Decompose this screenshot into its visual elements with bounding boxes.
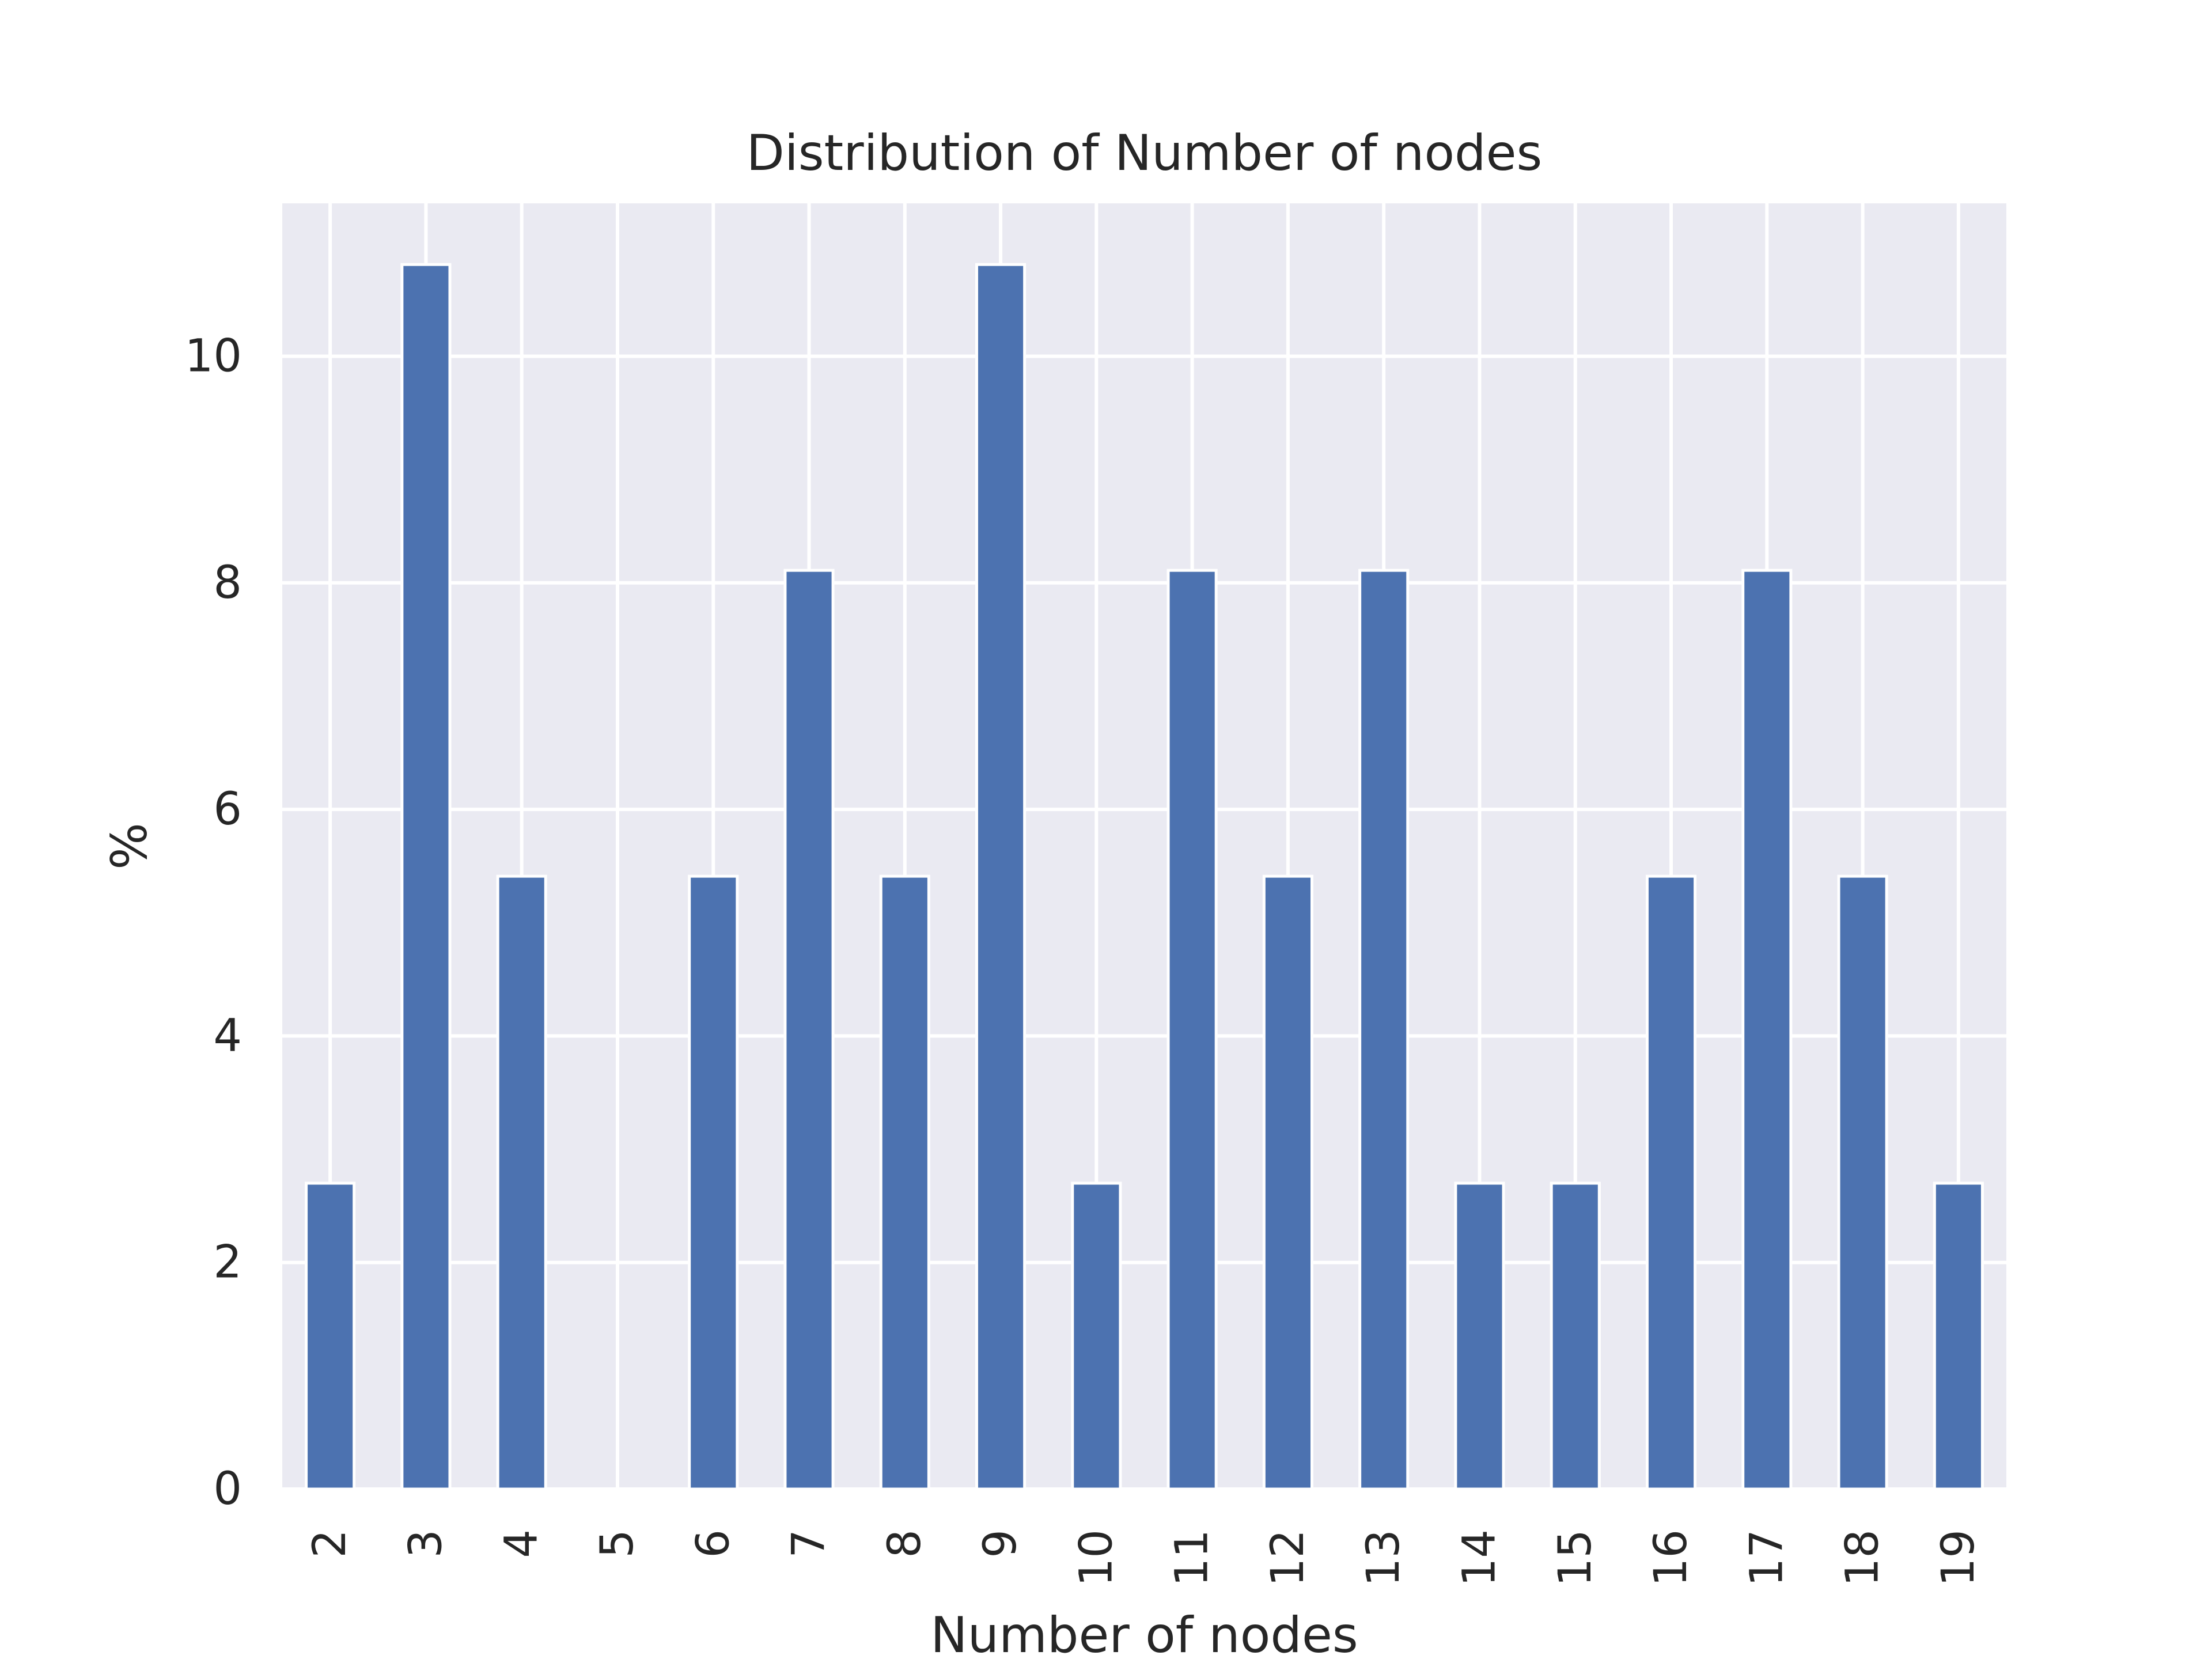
chart-title: Distribution of Number of nodes — [747, 124, 1543, 182]
x-axis-label: Number of nodes — [930, 1607, 1358, 1659]
bar-4 — [496, 874, 547, 1491]
y-tick-label: 2 — [213, 1237, 242, 1289]
x-tick-label: 10 — [1070, 1529, 1122, 1586]
y-tick-label: 0 — [213, 1463, 242, 1515]
y-tick-label: 6 — [213, 783, 242, 835]
bar-7 — [783, 569, 835, 1491]
bars — [305, 263, 1984, 1491]
bar-14 — [1454, 1181, 1505, 1491]
x-tick-label: 5 — [592, 1529, 643, 1558]
bar-19 — [1933, 1181, 1984, 1491]
x-tick-label: 3 — [400, 1529, 452, 1558]
y-tick-label: 8 — [213, 557, 242, 609]
bar-11 — [1166, 569, 1218, 1491]
plot-area — [282, 203, 2006, 1489]
y-axis-label: % — [101, 823, 158, 870]
bar-10 — [1071, 1181, 1122, 1491]
x-tick-label: 4 — [496, 1529, 548, 1558]
y-tick-labels: 0 2 4 6 8 10 — [185, 330, 242, 1515]
x-tick-label: 6 — [687, 1529, 739, 1558]
x-tick-label: 8 — [879, 1529, 931, 1558]
bar-15 — [1550, 1181, 1601, 1491]
x-tick-label: 19 — [1933, 1529, 1984, 1586]
x-tick-label: 2 — [304, 1529, 356, 1558]
x-tick-label: 12 — [1262, 1529, 1314, 1586]
y-tick-label: 10 — [185, 330, 242, 382]
bar-6 — [688, 874, 739, 1491]
bar-9 — [975, 263, 1027, 1491]
bar-2 — [305, 1181, 356, 1491]
y-tick-label: 4 — [213, 1010, 242, 1062]
x-tick-label: 14 — [1453, 1529, 1505, 1586]
x-tick-labels: 2 3 4 5 6 7 8 9 10 11 12 13 14 15 16 17 18 19 — [304, 1529, 1984, 1586]
x-tick-label: 9 — [975, 1529, 1027, 1558]
x-tick-label: 15 — [1550, 1529, 1601, 1586]
bar-13 — [1358, 569, 1410, 1491]
x-tick-label: 11 — [1166, 1529, 1218, 1586]
x-tick-label: 18 — [1837, 1529, 1889, 1586]
x-tick-label: 17 — [1741, 1529, 1793, 1586]
x-tick-label: 13 — [1358, 1529, 1410, 1586]
bar-8 — [879, 874, 930, 1491]
bar-12 — [1262, 874, 1313, 1491]
bar-16 — [1645, 874, 1697, 1491]
x-tick-label: 16 — [1645, 1529, 1697, 1586]
bar-3 — [400, 263, 452, 1491]
bar-18 — [1837, 874, 1888, 1491]
bar-17 — [1741, 569, 1793, 1491]
x-tick-label: 7 — [783, 1529, 835, 1558]
